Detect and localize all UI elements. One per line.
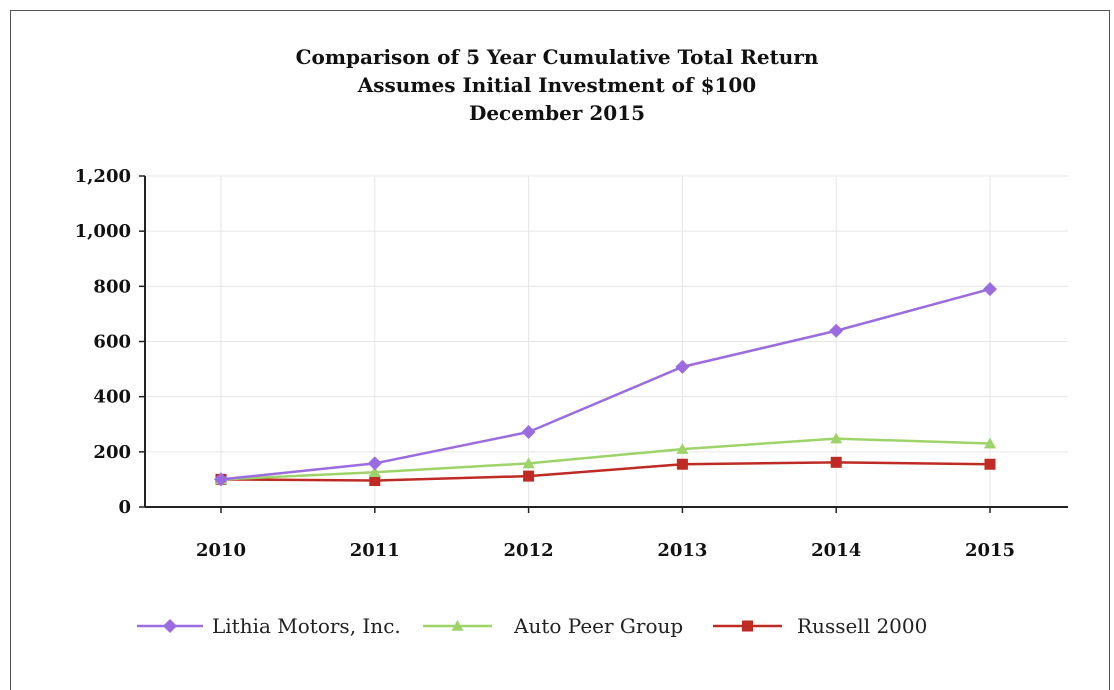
series-line xyxy=(220,461,991,482)
data-point xyxy=(214,472,228,487)
x-tick-label: 2015 xyxy=(965,540,1015,561)
data-point xyxy=(830,432,843,444)
data-point xyxy=(369,475,381,487)
y-tick-label: 600 xyxy=(93,332,131,353)
chart-title-line-3: December 2015 xyxy=(468,101,645,125)
y-tick-label: 1,200 xyxy=(75,166,131,187)
data-point xyxy=(675,359,690,374)
y-tick-label: 200 xyxy=(93,442,131,463)
data-point xyxy=(676,443,689,454)
series-2 xyxy=(215,456,996,487)
series-1 xyxy=(215,432,996,485)
gridlines xyxy=(145,175,1068,507)
data-point xyxy=(984,437,996,449)
legend-item: Lithia Motors, Inc. xyxy=(137,614,401,638)
legend: Lithia Motors, Inc. Auto Peer Group Russel… xyxy=(137,614,927,638)
data-point xyxy=(829,323,844,338)
y-tick-label: 800 xyxy=(93,276,131,297)
x-tick-label: 2010 xyxy=(196,540,246,561)
x-tick-label: 2012 xyxy=(504,540,554,561)
legend-item: Auto Peer Group xyxy=(423,614,683,638)
data-point xyxy=(522,457,535,469)
y-tick-label: 0 xyxy=(118,497,131,518)
legend-marker xyxy=(163,619,177,633)
axes: 0 200 400 600 800 1,000 1,200 2010 2011 2012 2013 2… xyxy=(75,166,1068,561)
series-0 xyxy=(214,282,997,487)
legend-label: Russell 2000 xyxy=(797,614,927,638)
legend-marker xyxy=(742,620,753,632)
data-point xyxy=(368,466,381,478)
x-tick-label: 2013 xyxy=(657,540,707,561)
y-tick-label: 400 xyxy=(93,387,131,408)
data-point xyxy=(367,456,382,471)
x-tick-label: 2011 xyxy=(350,540,400,561)
data-point xyxy=(676,458,688,470)
y-tick-label: 1,000 xyxy=(75,221,131,242)
x-tick-label: 2014 xyxy=(811,540,861,561)
legend-marker xyxy=(451,620,464,631)
legend-label: Auto Peer Group xyxy=(513,614,683,638)
data-point xyxy=(983,282,997,297)
series-line xyxy=(220,437,991,481)
data-point xyxy=(521,424,536,439)
legend-item: Russell 2000 xyxy=(713,614,927,638)
data-point xyxy=(523,470,535,482)
chart-title-line-1: Comparison of 5 Year Cumulative Total Re… xyxy=(295,45,819,69)
series-line xyxy=(220,287,991,481)
data-point xyxy=(830,456,842,468)
series-lines xyxy=(214,282,997,487)
chart-frame xyxy=(10,10,1110,690)
chart-title-line-2: Assumes Initial Investment of $100 xyxy=(357,73,757,97)
data-point xyxy=(984,458,996,470)
legend-label: Lithia Motors, Inc. xyxy=(212,614,401,638)
